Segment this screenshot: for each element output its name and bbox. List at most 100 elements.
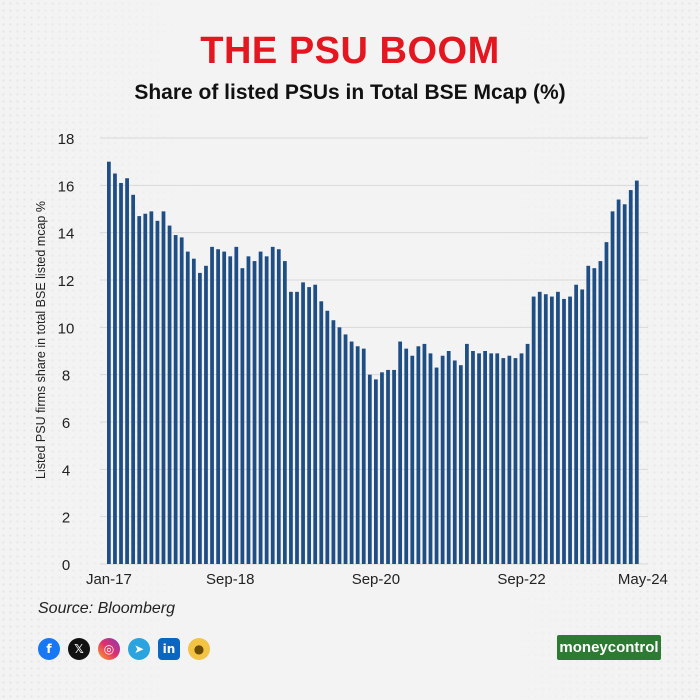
bar [349, 341, 354, 564]
bar [252, 261, 257, 564]
bar [367, 374, 372, 564]
bar [270, 246, 275, 564]
bar [361, 348, 366, 564]
bar [477, 353, 481, 564]
bar [543, 294, 548, 564]
bar [258, 251, 263, 564]
bar [185, 251, 190, 564]
bar [458, 365, 463, 564]
bar [501, 358, 506, 564]
bar [604, 242, 609, 564]
y-tick-label: 10 [58, 320, 75, 337]
bar [216, 249, 220, 565]
y-tick-label: 14 [58, 226, 75, 243]
bar [428, 353, 433, 564]
bar [276, 249, 281, 565]
bar [289, 291, 293, 564]
y-tick-label: 6 [62, 415, 70, 432]
bar [386, 369, 390, 564]
bar [191, 258, 196, 564]
bar [319, 301, 324, 564]
bar [246, 256, 251, 564]
y-tick-label: 2 [62, 510, 70, 527]
bar [179, 237, 184, 564]
bar [234, 246, 239, 564]
bar [331, 320, 336, 564]
bar [113, 173, 117, 564]
bar [531, 296, 536, 564]
bar [634, 180, 639, 564]
linkedin-icon[interactable]: in [158, 638, 180, 660]
bar [282, 261, 287, 564]
bar [580, 289, 585, 564]
source-note: Source: Bloomberg [38, 600, 175, 617]
bar [301, 282, 305, 564]
bar [416, 346, 421, 564]
bar [495, 353, 500, 564]
bar [398, 341, 403, 564]
bar [465, 343, 469, 564]
bar [198, 272, 202, 564]
bar [228, 256, 233, 564]
bar [598, 261, 603, 564]
bar [586, 265, 591, 564]
bar [240, 268, 245, 564]
y-tick-label: 16 [58, 178, 75, 195]
x-icon[interactable]: 𝕏 [68, 638, 90, 660]
x-tick-label: Sep-20 [352, 571, 400, 588]
bar [264, 256, 269, 564]
bar [374, 379, 378, 564]
x-tick-label: May-24 [618, 571, 668, 588]
bar [161, 211, 166, 564]
bar [173, 235, 178, 564]
bar [434, 367, 439, 564]
bar [131, 194, 136, 565]
bar [562, 298, 566, 564]
x-tick-label: Sep-18 [206, 571, 254, 588]
social-icons: f 𝕏 ◎ ➤ in ● [38, 638, 210, 660]
y-tick-label: 4 [62, 462, 70, 479]
moneycontrol-logo[interactable]: moneycontrol [557, 635, 661, 660]
bar [125, 178, 129, 565]
bar [519, 353, 524, 564]
bar [210, 246, 214, 564]
bar [404, 348, 409, 564]
telegram-icon[interactable]: ➤ [128, 638, 150, 660]
bar [380, 372, 384, 564]
bar [343, 334, 348, 564]
bar [313, 284, 318, 564]
bar [513, 358, 518, 564]
chart-title: THE PSU BOOM [200, 30, 500, 72]
bar [137, 216, 142, 564]
bar [622, 204, 627, 564]
bar [489, 353, 494, 564]
bar [119, 182, 123, 564]
bar [452, 360, 457, 564]
bar [440, 355, 445, 564]
koo-icon[interactable]: ● [188, 638, 210, 660]
x-tick-label: Jan-17 [86, 571, 132, 588]
bar [525, 343, 530, 564]
brand-name: moneycontrol [559, 639, 659, 656]
bar [592, 268, 597, 564]
bar [628, 190, 633, 564]
y-tick-label: 0 [62, 557, 70, 574]
y-tick-label: 8 [62, 368, 70, 385]
bar [507, 355, 512, 564]
bar [222, 251, 227, 564]
bar [325, 310, 330, 564]
bar [337, 327, 342, 564]
y-tick-label: 18 [58, 131, 75, 148]
y-axis-label: Listed PSU firms share in total BSE list… [34, 201, 48, 479]
bar [307, 287, 312, 564]
bar [107, 161, 111, 565]
bar [610, 211, 615, 564]
bar [167, 225, 172, 564]
x-tick-label: Sep-22 [497, 571, 545, 588]
instagram-icon[interactable]: ◎ [98, 638, 120, 660]
facebook-icon[interactable]: f [38, 638, 60, 660]
bar [616, 199, 621, 564]
bar [422, 343, 427, 564]
bar [410, 355, 415, 564]
